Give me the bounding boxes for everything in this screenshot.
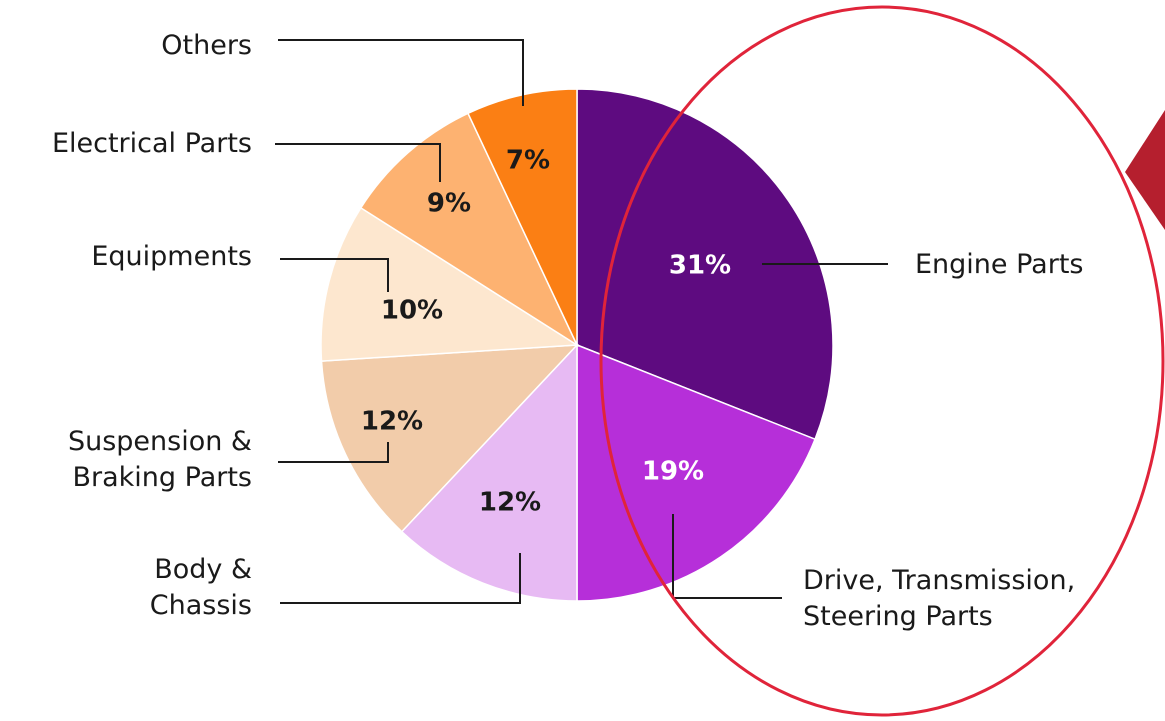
slice-percent-label: 7% [506, 146, 550, 176]
slice-percent-label: 31% [669, 251, 731, 281]
leader-line [278, 39, 524, 106]
pie-slice [400, 343, 578, 602]
slice-category-label-line: Braking Parts [72, 462, 252, 493]
highlight-ellipse [599, 5, 1165, 717]
percent-labels: 31% 19% 12% 12% 10% 9% 7% [361, 146, 731, 518]
slice-category-label-line: Others [161, 30, 252, 61]
category-labels: Engine Parts Drive, Transmission, Steering… [52, 30, 1084, 632]
slice-percent-label: 12% [361, 407, 423, 437]
leader-line [280, 258, 389, 292]
slice-category-label-line: Electrical Parts [52, 128, 252, 159]
slice-category-label: Drive, Transmission, Steering Parts [803, 565, 1075, 632]
slice-category-label: Body & Chassis [150, 554, 252, 621]
slice-percent-label: 9% [427, 189, 471, 219]
slice-category-label: Electrical Parts [52, 128, 252, 159]
slice-category-label: Others [161, 30, 252, 61]
pie-slice [320, 344, 579, 533]
pie-slices [320, 88, 834, 602]
slice-category-label-line: Suspension & [68, 426, 252, 457]
annotations [599, 5, 1165, 717]
slice-percent-label: 19% [642, 457, 704, 487]
slice-category-label-line: Drive, Transmission, [803, 565, 1075, 596]
leader-line [280, 553, 521, 604]
pie-slice [359, 112, 579, 348]
slice-category-label: Equipments [91, 241, 252, 272]
leader-line [278, 442, 389, 463]
arrow-head-shape [1125, 110, 1165, 230]
slice-category-label-line: Steering Parts [803, 601, 993, 632]
slice-percent-label: 12% [479, 488, 541, 518]
pie-slice [467, 88, 578, 346]
slice-percent-label: 10% [381, 296, 443, 326]
slice-category-label-line: Body & [154, 554, 252, 585]
slice-category-label: Engine Parts [915, 249, 1084, 280]
slice-category-label-line: Engine Parts [915, 249, 1084, 280]
slice-category-label-line: Equipments [91, 241, 252, 272]
leader-line [275, 143, 441, 182]
slice-category-label-line: Chassis [150, 590, 252, 621]
slice-category-label: Suspension & Braking Parts [68, 426, 252, 493]
pie-slice [320, 206, 580, 362]
